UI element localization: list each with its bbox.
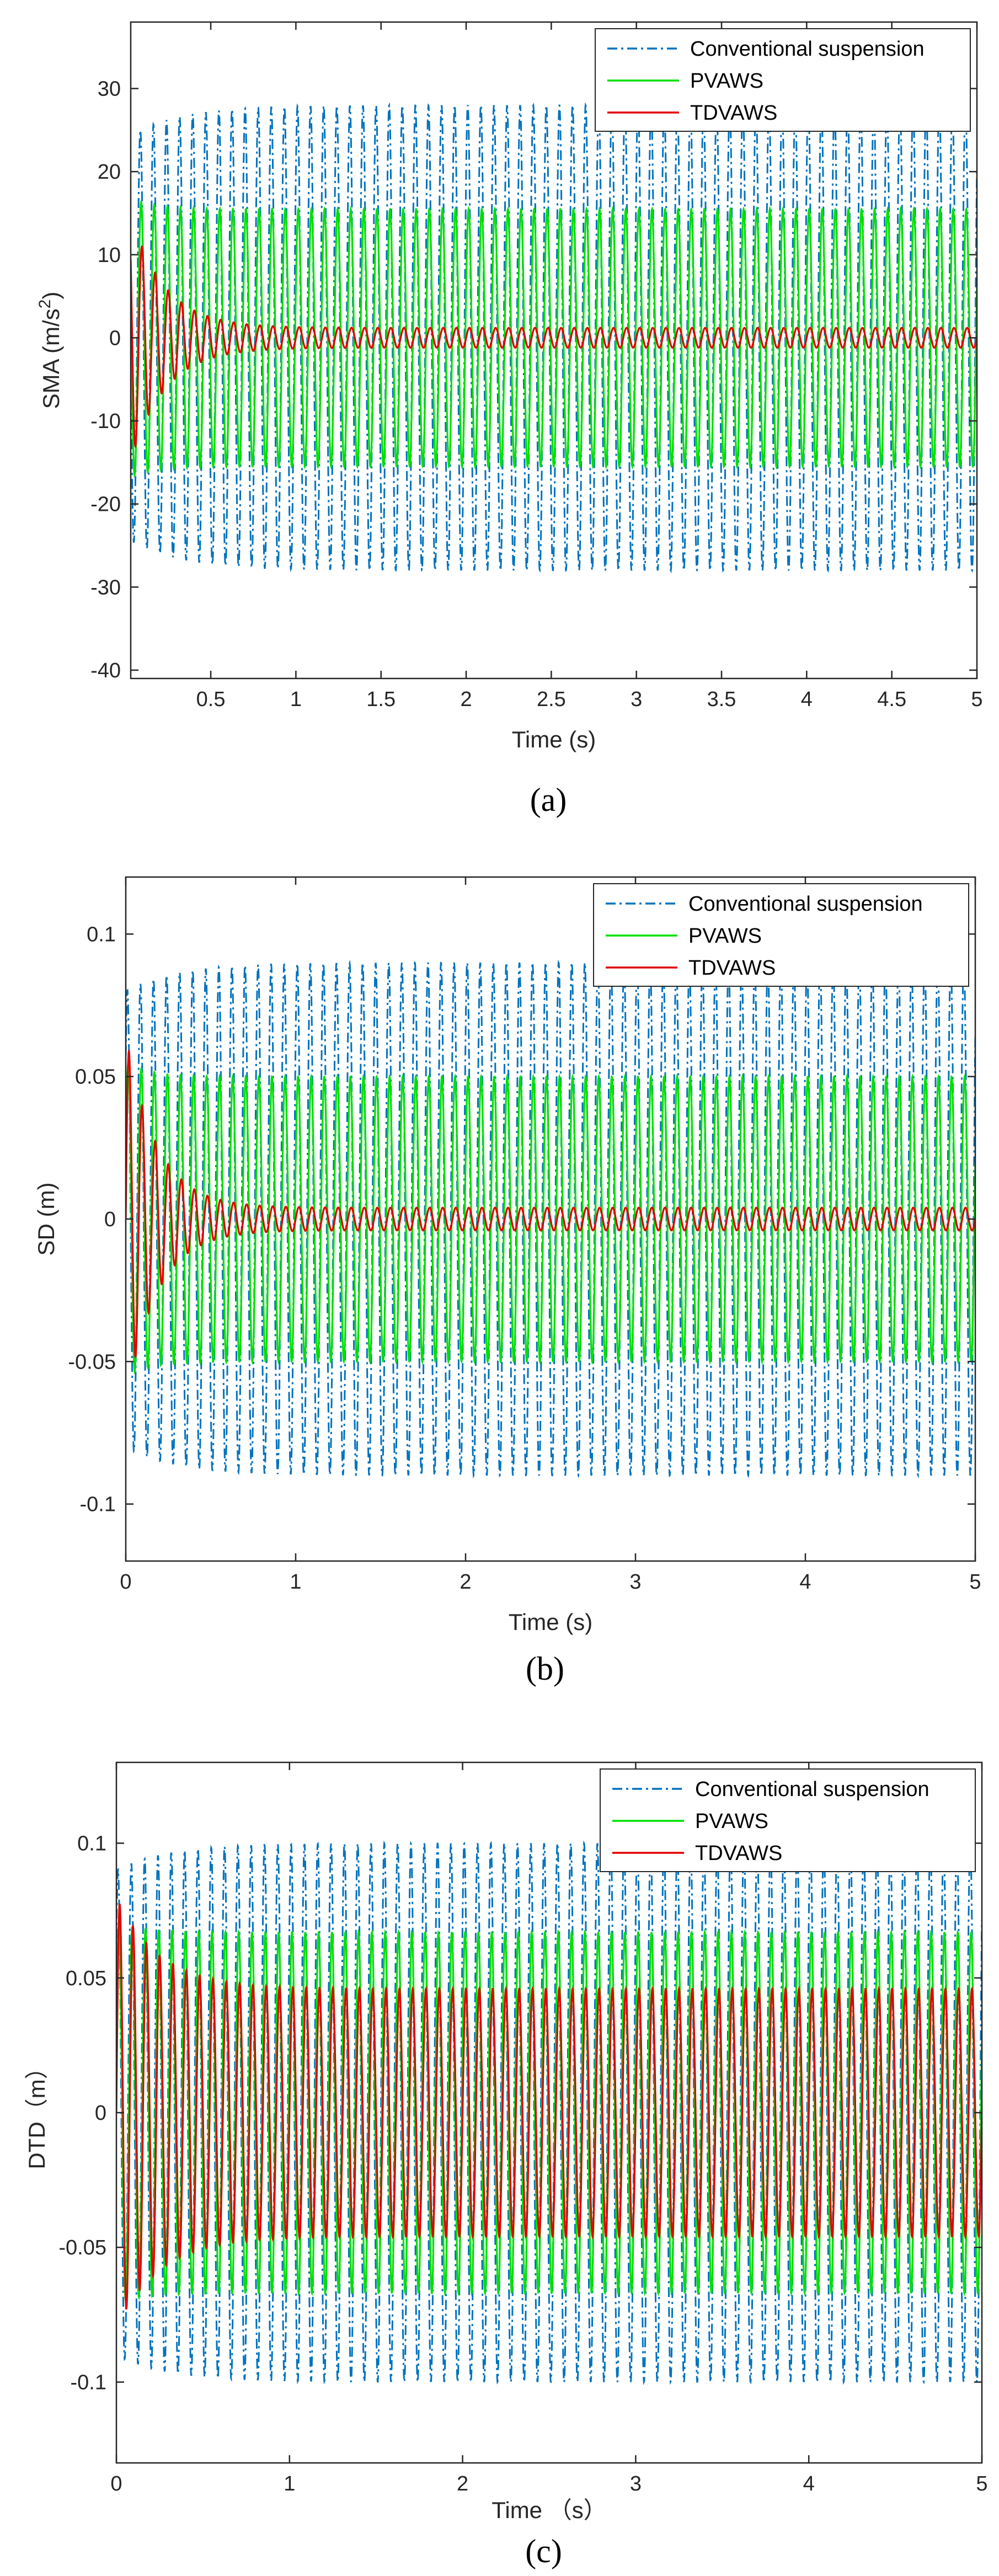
panel-b-ytick-label: 0: [104, 1208, 116, 1231]
panel-c-ylabel: DTD（m）: [24, 2056, 50, 2169]
panel-c-xtick-label: 5: [976, 2472, 987, 2495]
panel-a-ylabel-sup: 2: [36, 300, 54, 309]
panel-a-xtick-label: 5: [971, 688, 982, 711]
panel-b-panel-label: (b): [526, 1650, 564, 1687]
panel-a-xtick-label: 1: [290, 688, 302, 711]
panel-b-xtick-label: 3: [629, 1570, 641, 1594]
panel-b-ylabel: SD (m): [33, 1183, 59, 1256]
panel-c-series-group: [116, 1840, 982, 2386]
panel-c-ytick-label: 0.1: [77, 1832, 106, 1856]
panel-c-xtick-label: 1: [284, 2472, 295, 2495]
panel-c-legend-label: PVAWS: [695, 1810, 768, 1833]
panel-a-ylabel-tail: ): [38, 292, 64, 300]
panel-c-chart: 0 1 2 3 4 5 -0.1 -0.05 0 0.05 0.1 Time （s） DTD（m） Con…: [24, 1761, 988, 2569]
panel-b-xtick-label: 2: [460, 1570, 471, 1594]
panel-c-legend-label: Conventional suspension: [695, 1778, 929, 1801]
panel-b-ytick-label: -0.05: [68, 1350, 116, 1373]
panel-a-ytick-label: 20: [98, 161, 121, 184]
panel-b-series-pvaws: [126, 1062, 975, 1375]
panel-a-ytick-label: -40: [90, 659, 121, 682]
panel-a-legend-label: PVAWS: [690, 70, 763, 93]
panel-c-xtick-label: 3: [630, 2472, 642, 2495]
panel-a-chart: 0.5 1 1.5 2 2.5 3 3.5 4 4.5 5 -40 -30 -20 -10 0 10 20 30 T…: [36, 21, 983, 818]
panel-a-ylabel-main: SMA (m/s: [38, 308, 64, 409]
panel-c-series-tdvaws: [116, 1903, 982, 2310]
panel-c-ylabel-main: DTD（m）: [24, 2056, 50, 2169]
panel-b-series-group: [126, 959, 975, 1479]
panel-b-xlabel: Time (s): [509, 1609, 592, 1635]
panel-b-ytick-label: 0.05: [75, 1066, 116, 1089]
panel-a-xtick-label: 0.5: [196, 688, 226, 711]
panel-a-xtick-label: 3: [631, 688, 642, 711]
panel-a-ytick-label: 30: [98, 78, 121, 101]
panel-a-xtick-label: 3.5: [707, 688, 736, 711]
panel-a-series-conventional-suspension: [131, 102, 977, 574]
panel-c-ytick-label: 0: [95, 2102, 106, 2125]
panel-a-legend-label: Conventional suspension: [690, 38, 925, 61]
panel-b-legend-label: PVAWS: [688, 924, 762, 948]
panel-b-ylabel-main: SD (m): [33, 1183, 59, 1256]
panel-a-series-group: [131, 102, 977, 574]
panel-c-xtick-label: 2: [457, 2472, 468, 2495]
panel-c-ytick-label: -0.1: [71, 2371, 106, 2394]
panel-a-ytick-label: -10: [90, 410, 121, 433]
panel-a-legend: Conventional suspension PVAWS TDVAWS: [595, 28, 971, 132]
panel-c-ytick-label: -0.05: [58, 2236, 106, 2259]
panel-b-series-tdvaws: [126, 1048, 975, 1358]
panel-c-xlabel: Time （s）: [492, 2497, 606, 2523]
panel-b-xtick-label: 4: [799, 1570, 811, 1594]
panel-c-xtick-label: 4: [803, 2472, 815, 2495]
panel-a-xlabel: Time (s): [512, 726, 596, 752]
panel-b-legend: Conventional suspension PVAWS TDVAWS: [593, 883, 969, 987]
panel-b-legend-label: TDVAWS: [688, 956, 776, 980]
panel-c-legend: Conventional suspension PVAWS TDVAWS: [600, 1768, 976, 1872]
panel-a-xtick-label: 1.5: [366, 688, 396, 711]
panel-a-xtick-label: 2.5: [537, 688, 566, 711]
panel-a-axes-box: [130, 21, 978, 680]
panel-a-ytick-label: 0: [109, 327, 121, 350]
panel-b-ytick-label: 0.1: [87, 923, 116, 946]
panel-c-xtick-label: 0: [110, 2472, 122, 2495]
panel-a-xtick-label: 4: [801, 688, 813, 711]
panel-b-xtick-label: 1: [290, 1570, 301, 1594]
panel-a-ylabel: SMA (m/s2): [36, 292, 64, 409]
panel-b-xtick-label: 5: [969, 1570, 981, 1594]
panel-b-ytick-label: -0.1: [80, 1493, 116, 1516]
panel-c-panel-label: (c): [525, 2533, 562, 2569]
panel-a-ytick-label: 10: [98, 244, 121, 267]
panel-c-ytick-label: 0.05: [66, 1967, 106, 1990]
panel-a-series-pvaws: [131, 200, 977, 478]
panel-b-chart: 0 1 2 3 4 5 -0.1 -0.05 0 0.05 0.1 Time (s) SD (m) Con…: [33, 876, 981, 1687]
panel-a-series-tdvaws: [131, 244, 977, 449]
panel-a-ytick-label: -30: [90, 576, 121, 599]
panel-b-legend-label: Conventional suspension: [688, 892, 923, 916]
panel-a-xtick-label: 4.5: [877, 688, 906, 711]
panel-b-xtick-label: 0: [120, 1570, 131, 1594]
panel-a-panel-label: (a): [530, 782, 567, 818]
panel-c-legend-label: TDVAWS: [695, 1842, 782, 1865]
panel-a-ytick-label: -20: [90, 493, 121, 516]
panel-a-xtick-label: 2: [460, 688, 472, 711]
panel-a-legend-label: TDVAWS: [690, 101, 777, 125]
